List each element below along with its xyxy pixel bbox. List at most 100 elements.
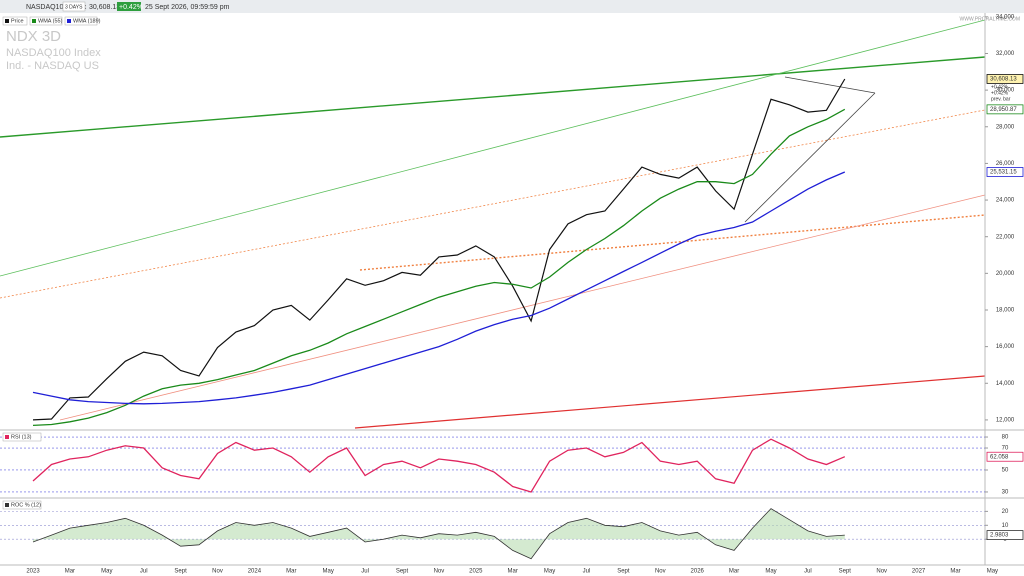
trendline: [744, 92, 876, 223]
x-tick-label: Mar: [65, 569, 75, 575]
value-tag: [986, 104, 1024, 115]
legend-box[interactable]: [29, 16, 63, 26]
y-tick-label: 24,000: [996, 198, 1015, 204]
value-label: 30,608.13: [990, 77, 1017, 83]
y-tick-label: 16,000: [996, 344, 1015, 350]
x-tick-label: Jul: [804, 569, 812, 575]
trendline: [59, 194, 986, 421]
instrument-name: NASDAQ100 Index: [6, 47, 101, 59]
legend-swatch[interactable]: [32, 19, 36, 23]
y-tick-label: 80: [1002, 435, 1009, 441]
series-line: [32, 508, 845, 560]
legend-swatch[interactable]: [5, 503, 9, 507]
series-line: [32, 78, 846, 421]
value-label: 2.9803: [990, 533, 1009, 539]
legend-label[interactable]: WMA (55): [38, 18, 63, 24]
x-tick-label: Nov: [434, 569, 445, 575]
y-tick-label: 10: [1002, 523, 1009, 529]
trendline: [0, 19, 986, 277]
series-line: [32, 171, 846, 405]
y-tick-label: 34,000: [996, 14, 1015, 20]
value-tag: [986, 530, 1024, 540]
value-label: 28,950.87: [990, 107, 1017, 113]
x-tick-label: Jul: [140, 569, 148, 575]
x-tick-label: Mar: [286, 569, 296, 575]
y-tick-label: 12,000: [996, 418, 1015, 424]
legend-label[interactable]: WMA (189): [73, 18, 101, 24]
x-tick-label: Sept: [396, 569, 409, 575]
y-tick-label: 20: [1002, 509, 1009, 515]
change-box: [117, 2, 141, 11]
legend-swatch[interactable]: [5, 19, 9, 23]
trendline: [354, 375, 986, 429]
legend-box[interactable]: [2, 16, 28, 26]
x-tick-label: Nov: [876, 569, 887, 575]
x-tick-label: 2026: [691, 569, 705, 575]
value-tag: [986, 167, 1024, 177]
header-change: +0.42%: [119, 4, 143, 11]
legend-label[interactable]: Price: [11, 18, 24, 24]
annotation: +0.42%: [991, 90, 1009, 96]
period-box[interactable]: [62, 1, 86, 12]
series-line: [32, 108, 846, 427]
trendlines: [0, 19, 986, 429]
value-label: 62.058: [990, 454, 1009, 460]
y-tick-label: 50: [1002, 468, 1009, 474]
trendline: [359, 214, 986, 271]
series-line: [32, 438, 846, 493]
y-tick-label: 26,000: [996, 161, 1015, 167]
value-tag: [986, 74, 1024, 84]
y-tick-label: 20,000: [996, 271, 1015, 277]
x-tick-label: Sept: [839, 569, 852, 575]
y-tick-label: 70: [1002, 446, 1009, 452]
annotation: +0.42%: [991, 84, 1009, 90]
y-tick-label: 22,000: [996, 234, 1015, 240]
x-tick-label: May: [765, 569, 776, 575]
header-datetime: 25 Sept 2026, 09:59:59 pm: [145, 4, 230, 11]
legend-box[interactable]: [2, 432, 42, 442]
y-tick-label: 32,000: [996, 51, 1015, 57]
annotation: prev. bar: [991, 96, 1011, 102]
x-tick-label: May: [987, 569, 998, 575]
x-tick-label: Sept: [617, 569, 630, 575]
value-label: 25,531.15: [990, 170, 1017, 176]
x-tick-label: Mar: [950, 569, 960, 575]
x-tick-label: May: [323, 569, 334, 575]
y-tick-label: 30: [1002, 490, 1009, 496]
legend-box[interactable]: [64, 16, 98, 26]
x-tick-label: Jul: [583, 569, 591, 575]
header-period[interactable]: 3 DAYS: [65, 4, 83, 10]
y-tick-label: 28,000: [996, 124, 1015, 130]
trendline: [784, 76, 876, 94]
header-bar: [0, 0, 1024, 13]
x-tick-label: Mar: [508, 569, 518, 575]
legend-swatch[interactable]: [5, 435, 9, 439]
x-tick-label: Nov: [212, 569, 223, 575]
y-tick-label: 18,000: [996, 308, 1015, 314]
x-tick-label: Nov: [655, 569, 666, 575]
exchange: Ind. - NASDAQ US: [6, 60, 99, 72]
value-tag: [986, 451, 1024, 462]
trendline: [0, 109, 986, 299]
trendline: [0, 56, 986, 138]
header-instrument: NASDAQ100 Index: [26, 4, 87, 11]
legend-label[interactable]: RSI (13): [11, 434, 32, 440]
y-tick-label: 14,000: [996, 381, 1015, 387]
y-tick-label: 30,000: [996, 88, 1015, 94]
x-tick-label: 2027: [912, 569, 926, 575]
x-tick-label: May: [101, 569, 112, 575]
x-tick-label: May: [544, 569, 555, 575]
legend-box[interactable]: [2, 500, 42, 510]
x-tick-label: 2023: [26, 569, 40, 575]
x-tick-label: 2025: [469, 569, 483, 575]
x-tick-label: Mar: [729, 569, 739, 575]
legend-label[interactable]: ROC % (12): [11, 502, 41, 508]
x-tick-label: 2024: [248, 569, 262, 575]
x-tick-label: Sept: [174, 569, 187, 575]
symbol: NDX 3D: [6, 28, 61, 45]
header-last: 30,608.13: [89, 4, 120, 11]
x-tick-label: Jul: [361, 569, 369, 575]
site: WWW.PRORALTIME.COM: [960, 16, 1020, 22]
legend-swatch[interactable]: [67, 19, 71, 23]
